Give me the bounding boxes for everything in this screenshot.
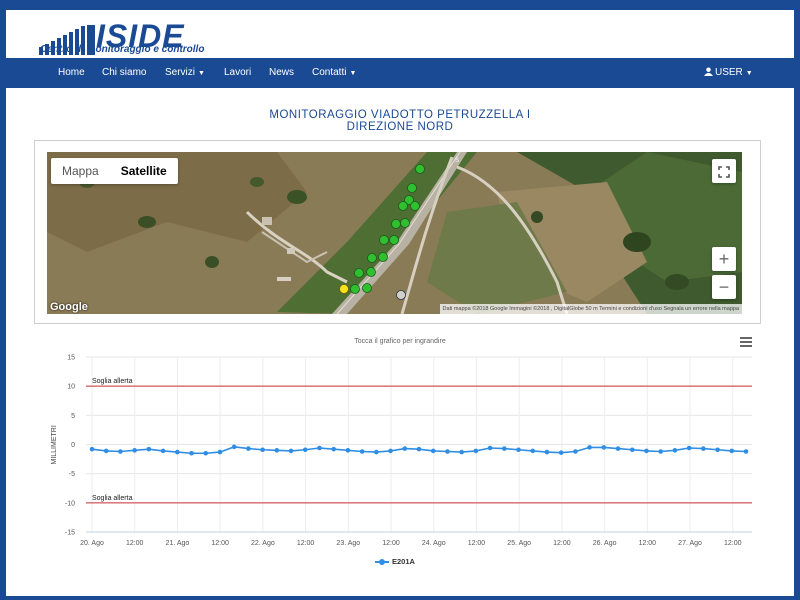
map-attribution[interactable]: Dati mappa ©2018 Google Immagini ©2018 ,… (439, 304, 742, 314)
sensor-marker[interactable] (389, 235, 399, 245)
logo-subtitle: Centro di monitoraggio e controllo (40, 44, 205, 55)
sensor-marker[interactable] (404, 195, 414, 205)
logo-mark-icon[interactable] (39, 25, 99, 55)
logo-text[interactable]: ISIDE (96, 18, 185, 54)
sensor-markers (339, 164, 425, 300)
sensor-marker[interactable] (367, 253, 377, 263)
sensor-marker[interactable] (400, 218, 410, 228)
caret-down-icon: ▼ (745, 70, 753, 77)
nav-user-menu[interactable]: USER ▼ (704, 58, 753, 88)
sensor-marker[interactable] (350, 284, 360, 294)
nav-news[interactable]: News (269, 67, 295, 78)
nav-lavori[interactable]: Lavori (224, 67, 252, 78)
nav-home[interactable]: Home (58, 67, 85, 78)
nav-chi-siamo[interactable]: Chi siamo (102, 67, 147, 78)
sensor-marker[interactable] (391, 219, 401, 229)
map-imagery: S (47, 152, 742, 314)
top-stripe (6, 0, 794, 10)
map-container: S Mappa (34, 140, 761, 324)
legend-item[interactable]: E201A (375, 557, 415, 566)
map-type-satellite[interactable]: Satellite (120, 164, 167, 178)
svg-text:S: S (455, 158, 459, 164)
fullscreen-button[interactable] (712, 159, 736, 183)
nav-contatti[interactable]: Contatti ▼ (312, 58, 356, 88)
nav-user-label: USER (715, 67, 743, 78)
sensor-marker[interactable] (379, 235, 389, 245)
caret-down-icon: ▼ (349, 70, 357, 77)
zoom-out-button[interactable]: − (712, 275, 736, 299)
main-navbar: Home Chi siamo Servizi ▼ Lavori News Cont… (6, 58, 794, 88)
nav-servizi[interactable]: Servizi ▼ (165, 58, 205, 88)
sensor-marker[interactable] (354, 268, 364, 278)
sensor-marker[interactable] (398, 201, 408, 211)
sensor-marker[interactable] (378, 252, 388, 262)
chart-hint: Tocca il grafico per ingrandire (354, 338, 446, 345)
fullscreen-icon (718, 166, 730, 179)
caret-down-icon: ▼ (198, 70, 205, 77)
sensor-marker-warning[interactable] (339, 284, 349, 294)
map-type-toggle: Mappa Satellite (51, 158, 178, 184)
sensor-marker[interactable] (407, 183, 417, 193)
header: ISIDE Centro di monitoraggio e controllo (6, 10, 794, 58)
sensor-marker-inactive[interactable] (396, 290, 406, 300)
satellite-map[interactable]: S Mappa (47, 152, 742, 314)
series-marker-icon (375, 559, 389, 566)
chart-menu-icon[interactable] (740, 337, 752, 349)
legend-label: E201A (392, 557, 415, 566)
map-type-mappa[interactable]: Mappa (62, 164, 99, 178)
sensor-marker[interactable] (415, 164, 425, 174)
sensor-marker[interactable] (362, 283, 372, 293)
sensor-marker[interactable] (366, 267, 376, 277)
user-icon (704, 67, 713, 76)
nav-servizi-label: Servizi (165, 67, 196, 78)
nav-contatti-label: Contatti (312, 67, 347, 78)
page-title-line1: MONITORAGGIO VIADOTTO PETRUZZELLA I (269, 109, 531, 121)
zoom-in-button[interactable]: + (712, 247, 736, 271)
sensor-marker[interactable] (410, 201, 420, 211)
page-title-line2: DIREZIONE NORD (346, 121, 454, 133)
google-logo: Google (50, 301, 88, 313)
